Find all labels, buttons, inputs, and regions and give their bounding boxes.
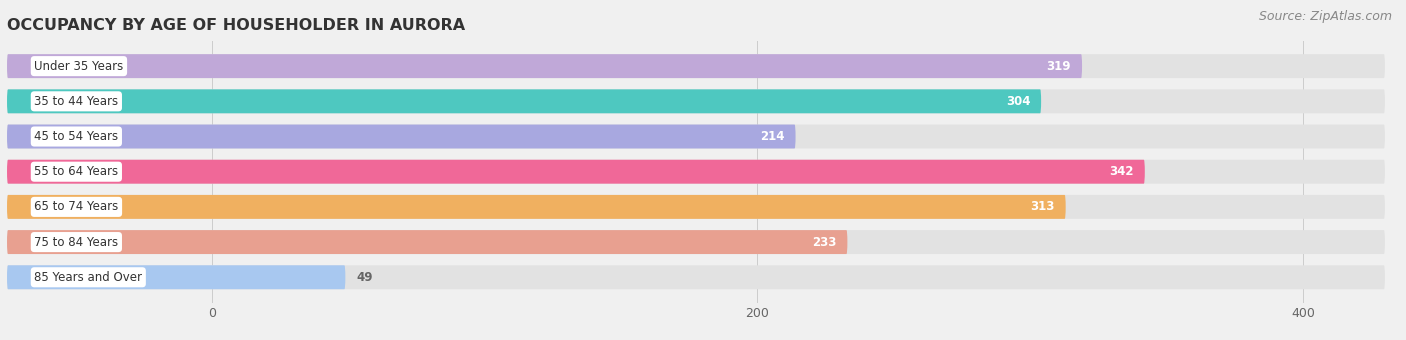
- FancyBboxPatch shape: [7, 89, 1040, 113]
- Text: Source: ZipAtlas.com: Source: ZipAtlas.com: [1258, 10, 1392, 23]
- FancyBboxPatch shape: [7, 160, 1144, 184]
- Text: 65 to 74 Years: 65 to 74 Years: [34, 200, 118, 214]
- Text: 342: 342: [1109, 165, 1133, 178]
- Text: 55 to 64 Years: 55 to 64 Years: [34, 165, 118, 178]
- FancyBboxPatch shape: [7, 230, 848, 254]
- FancyBboxPatch shape: [7, 230, 1385, 254]
- Text: 233: 233: [813, 236, 837, 249]
- FancyBboxPatch shape: [7, 54, 1385, 78]
- FancyBboxPatch shape: [7, 265, 1385, 289]
- FancyBboxPatch shape: [7, 54, 1083, 78]
- FancyBboxPatch shape: [7, 160, 1385, 184]
- Text: 49: 49: [356, 271, 373, 284]
- Text: 304: 304: [1005, 95, 1031, 108]
- FancyBboxPatch shape: [7, 124, 796, 149]
- FancyBboxPatch shape: [7, 195, 1385, 219]
- Text: 35 to 44 Years: 35 to 44 Years: [34, 95, 118, 108]
- Text: 313: 313: [1031, 200, 1054, 214]
- Text: 85 Years and Over: 85 Years and Over: [34, 271, 142, 284]
- Text: 214: 214: [761, 130, 785, 143]
- Text: 319: 319: [1046, 59, 1071, 73]
- Text: 75 to 84 Years: 75 to 84 Years: [34, 236, 118, 249]
- FancyBboxPatch shape: [7, 195, 1066, 219]
- Text: 45 to 54 Years: 45 to 54 Years: [34, 130, 118, 143]
- FancyBboxPatch shape: [7, 124, 1385, 149]
- FancyBboxPatch shape: [7, 265, 346, 289]
- Text: Under 35 Years: Under 35 Years: [34, 59, 124, 73]
- Text: OCCUPANCY BY AGE OF HOUSEHOLDER IN AURORA: OCCUPANCY BY AGE OF HOUSEHOLDER IN AUROR…: [7, 18, 465, 33]
- FancyBboxPatch shape: [7, 89, 1385, 113]
